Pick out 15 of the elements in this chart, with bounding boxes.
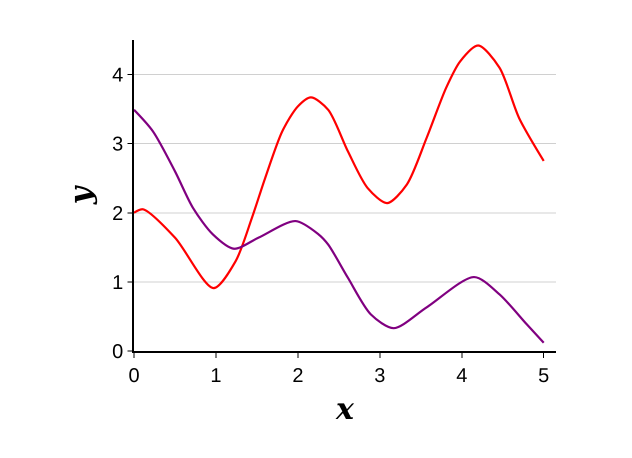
y-tick-label: 4 <box>112 64 124 87</box>
x-tick-label: 2 <box>292 364 304 387</box>
y-tick-label: 2 <box>112 202 124 225</box>
x-axis-title: x <box>335 392 356 427</box>
line-series <box>134 108 545 344</box>
x-tick-label: 4 <box>456 364 468 387</box>
line-series <box>134 44 545 290</box>
x-tick-label: 1 <box>210 364 222 387</box>
x-tick-label: 3 <box>374 364 386 387</box>
y-tick-label: 1 <box>112 272 124 294</box>
y-tick-label: 3 <box>112 134 124 156</box>
y-tick-label: 0 <box>112 341 124 363</box>
x-tick-label: 5 <box>538 364 550 387</box>
y-axis-title: y <box>64 184 99 206</box>
x-tick-label: 0 <box>128 364 140 387</box>
